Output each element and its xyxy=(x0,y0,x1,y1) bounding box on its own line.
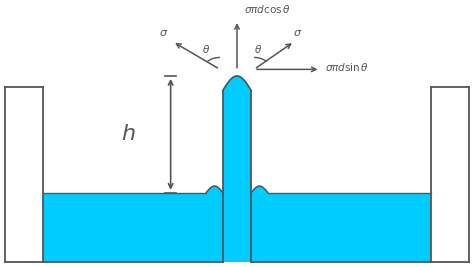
Text: $\theta$: $\theta$ xyxy=(202,43,210,55)
Text: $\sigma$: $\sigma$ xyxy=(293,28,302,38)
Polygon shape xyxy=(43,193,431,262)
Polygon shape xyxy=(223,76,251,91)
Text: $\sigma \pi d \cos\theta$: $\sigma \pi d \cos\theta$ xyxy=(245,3,291,15)
Polygon shape xyxy=(43,63,223,193)
Text: $\theta$: $\theta$ xyxy=(254,43,263,55)
Text: $\sigma \pi d \sin\theta$: $\sigma \pi d \sin\theta$ xyxy=(325,61,369,73)
Text: h: h xyxy=(121,124,135,144)
Polygon shape xyxy=(251,186,268,193)
Polygon shape xyxy=(206,186,223,193)
Polygon shape xyxy=(251,63,431,193)
Polygon shape xyxy=(223,91,251,262)
Text: $\sigma$: $\sigma$ xyxy=(159,28,168,38)
